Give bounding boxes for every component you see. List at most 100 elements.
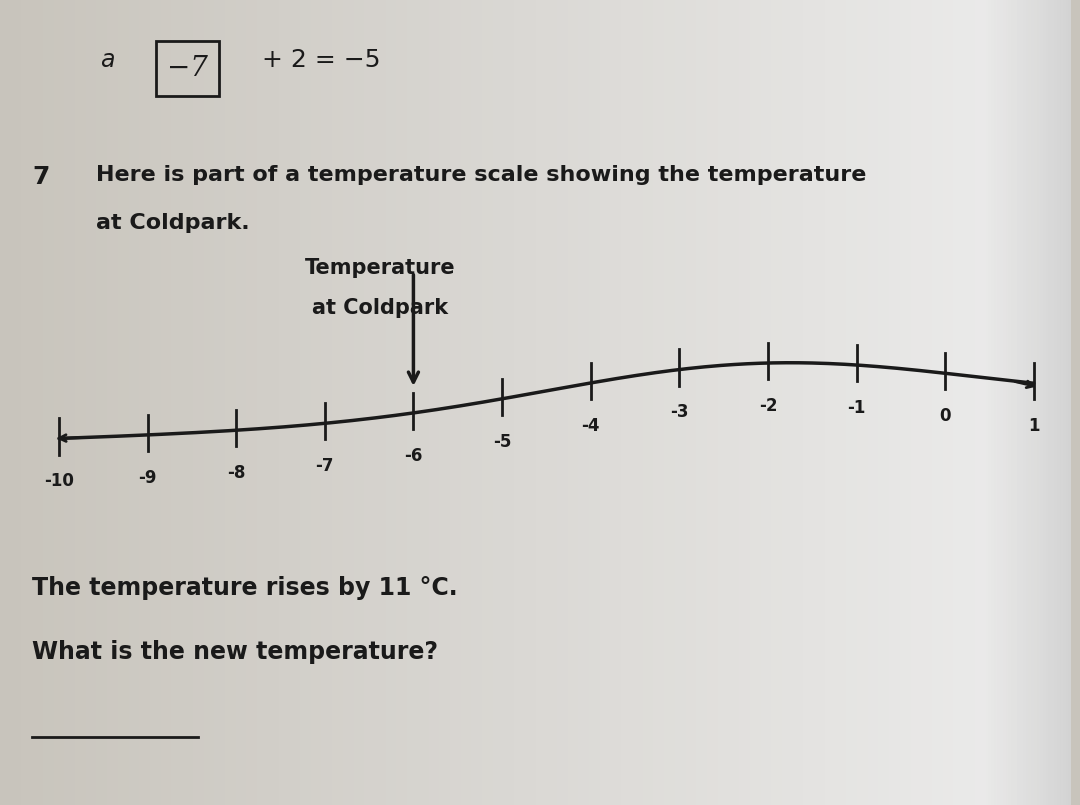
Text: -6: -6: [404, 447, 422, 464]
Bar: [1051, 0, 1054, 805]
Bar: [847, 0, 858, 805]
Bar: [1037, 0, 1040, 805]
Bar: [235, 0, 246, 805]
Bar: [203, 0, 214, 805]
Bar: [760, 0, 771, 805]
Text: -7: -7: [315, 457, 334, 475]
Bar: [161, 0, 172, 805]
Bar: [396, 0, 407, 805]
Bar: [1014, 0, 1017, 805]
Bar: [707, 0, 718, 805]
Bar: [1059, 0, 1063, 805]
Bar: [1066, 0, 1068, 805]
Bar: [150, 0, 161, 805]
Bar: [268, 0, 279, 805]
Bar: [1057, 0, 1059, 805]
Bar: [1063, 0, 1066, 805]
Bar: [579, 0, 590, 805]
Bar: [804, 0, 814, 805]
Bar: [557, 0, 568, 805]
Text: -1: -1: [848, 398, 866, 417]
Bar: [536, 0, 546, 805]
Bar: [590, 0, 599, 805]
Bar: [514, 0, 525, 805]
Bar: [1040, 0, 1042, 805]
Text: -2: -2: [758, 397, 778, 415]
Bar: [32, 0, 43, 805]
Bar: [1061, 0, 1071, 805]
Bar: [118, 0, 129, 805]
Text: Temperature: Temperature: [305, 258, 456, 278]
Bar: [686, 0, 697, 805]
Bar: [1000, 0, 1002, 805]
Bar: [1023, 0, 1026, 805]
Bar: [988, 0, 991, 805]
Bar: [461, 0, 471, 805]
Bar: [525, 0, 536, 805]
Bar: [921, 0, 932, 805]
Bar: [718, 0, 729, 805]
Bar: [1050, 0, 1061, 805]
Bar: [653, 0, 664, 805]
Bar: [1045, 0, 1049, 805]
Bar: [450, 0, 461, 805]
Bar: [986, 0, 997, 805]
Bar: [1054, 0, 1057, 805]
Bar: [440, 0, 450, 805]
Bar: [1011, 0, 1014, 805]
Bar: [1009, 0, 1011, 805]
Bar: [995, 0, 997, 805]
Bar: [193, 0, 203, 805]
Bar: [279, 0, 289, 805]
Bar: [964, 0, 975, 805]
Bar: [11, 0, 22, 805]
Bar: [997, 0, 1007, 805]
Bar: [771, 0, 782, 805]
Bar: [96, 0, 107, 805]
Bar: [22, 0, 32, 805]
Bar: [75, 0, 85, 805]
Bar: [910, 0, 921, 805]
Bar: [836, 0, 847, 805]
Bar: [1002, 0, 1005, 805]
Bar: [546, 0, 557, 805]
Bar: [1028, 0, 1039, 805]
Bar: [65, 0, 75, 805]
Bar: [991, 0, 995, 805]
Text: −7: −7: [167, 55, 208, 82]
Bar: [632, 0, 643, 805]
Bar: [599, 0, 610, 805]
Bar: [43, 0, 54, 805]
Bar: [85, 0, 96, 805]
Text: -5: -5: [492, 432, 511, 451]
Bar: [814, 0, 825, 805]
Text: at Coldpark.: at Coldpark.: [96, 213, 251, 233]
Bar: [739, 0, 750, 805]
Bar: [1039, 0, 1050, 805]
Text: -9: -9: [138, 469, 157, 487]
Text: at Coldpark: at Coldpark: [312, 298, 448, 318]
Bar: [697, 0, 707, 805]
Bar: [900, 0, 910, 805]
Text: + 2 = −5: + 2 = −5: [262, 48, 381, 72]
Bar: [986, 0, 988, 805]
Bar: [750, 0, 760, 805]
Bar: [889, 0, 900, 805]
Bar: [492, 0, 503, 805]
Bar: [825, 0, 836, 805]
Bar: [858, 0, 867, 805]
Bar: [289, 0, 300, 805]
Bar: [1031, 0, 1035, 805]
Bar: [664, 0, 675, 805]
Bar: [353, 0, 364, 805]
Bar: [932, 0, 943, 805]
Bar: [407, 0, 418, 805]
Bar: [322, 0, 333, 805]
Bar: [1017, 0, 1020, 805]
Bar: [793, 0, 804, 805]
Bar: [621, 0, 632, 805]
Bar: [1026, 0, 1028, 805]
Bar: [1049, 0, 1051, 805]
Bar: [954, 0, 964, 805]
Bar: [997, 0, 1000, 805]
